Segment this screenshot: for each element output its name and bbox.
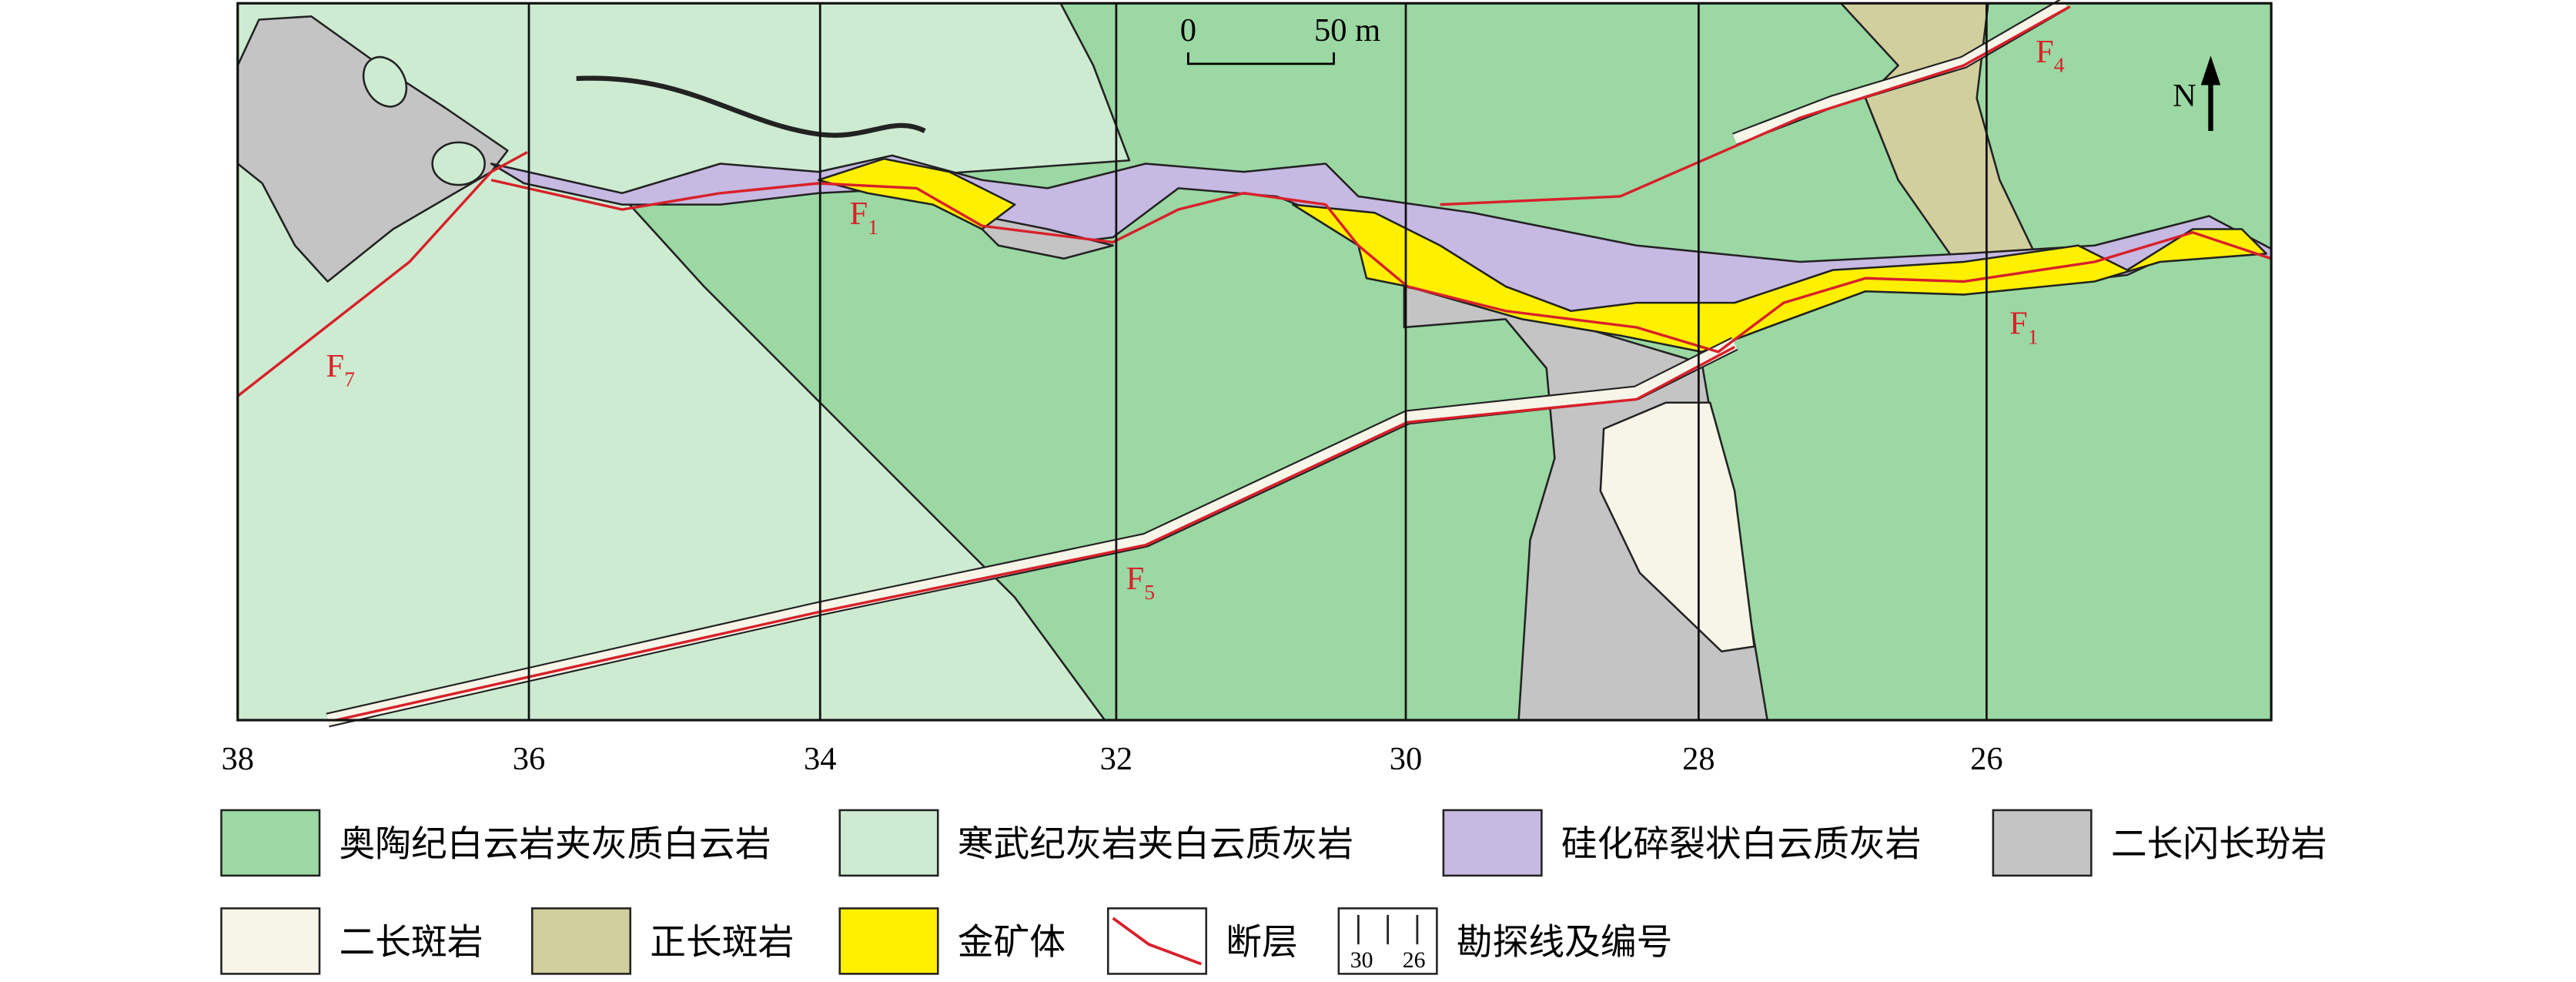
legend-label: 正长斑岩 — [650, 923, 794, 963]
line-number: 34 — [804, 741, 837, 777]
fault-subscript: 5 — [1144, 580, 1155, 604]
legend-label: 断层 — [1226, 923, 1298, 963]
fault-label: F1 — [850, 196, 878, 239]
fault-letter: F — [2036, 34, 2054, 70]
fault-subscript: 1 — [868, 215, 878, 239]
line-number: 26 — [1970, 741, 2003, 777]
diorite-porphyrite — [965, 211, 1114, 260]
legend-label: 奥陶纪白云岩夹灰质白云岩 — [340, 824, 771, 864]
legend-label: 寒武纪灰岩夹白云质灰岩 — [958, 824, 1353, 864]
north-label: N — [2173, 78, 2196, 114]
legend-icon-number: 30 — [1350, 947, 1373, 973]
fault-subscript: 7 — [344, 367, 355, 391]
legend-swatch — [838, 809, 939, 877]
legend-fault-line — [1112, 917, 1203, 966]
fault-f7 — [236, 151, 528, 397]
fault-label: F5 — [1126, 561, 1155, 604]
legend-swatch — [1442, 809, 1543, 877]
legend-label: 二长闪长玢岩 — [2111, 824, 2327, 864]
map-frame — [236, 2, 2273, 722]
line-number: 30 — [1390, 741, 1423, 777]
monzonite-porphyry — [1599, 401, 1755, 653]
line-number: 32 — [1100, 741, 1133, 777]
gold-orebody — [817, 157, 1016, 230]
fault-label: F1 — [2009, 306, 2038, 349]
legend-icon-number: 26 — [1403, 947, 1426, 973]
fault-f4 — [1440, 5, 2071, 206]
line-number: 38 — [222, 741, 255, 777]
legend-swatch — [220, 809, 321, 877]
dike — [326, 338, 1738, 726]
fault-letter: F — [326, 348, 345, 384]
fault-f1 — [490, 179, 2272, 354]
fault-label: F7 — [326, 348, 356, 391]
legend-swatch — [220, 907, 321, 975]
scale-start: 0 — [1180, 12, 1196, 49]
fault-letter: F — [2009, 306, 2028, 342]
legend-label: 二长斑岩 — [340, 923, 483, 963]
legend-label: 硅化碎裂状白云质灰岩 — [1561, 824, 1922, 864]
line-number: 36 — [513, 741, 546, 777]
dike — [576, 75, 926, 138]
fault-subscript: 1 — [2028, 324, 2039, 348]
fault-letter: F — [850, 196, 868, 232]
legend-swatch — [1992, 809, 2093, 877]
line-number: 28 — [1682, 741, 1715, 777]
island — [362, 55, 408, 108]
fault-f5 — [335, 346, 1735, 722]
scale-bar — [1186, 52, 1335, 65]
fault-letter: F — [1126, 561, 1145, 597]
scale-end: 50 m — [1314, 12, 1380, 49]
legend-label: 勘探线及编号 — [1457, 923, 1673, 963]
island — [431, 141, 486, 186]
legend-label: 金矿体 — [958, 923, 1066, 963]
legend-icon — [1106, 907, 1208, 975]
legend-swatch — [530, 907, 632, 975]
dike — [1732, 0, 2068, 144]
fault-subscript: 4 — [2054, 53, 2065, 77]
north-arrowhead — [2200, 55, 2221, 85]
legend-swatch — [838, 907, 939, 975]
fault-label: F4 — [2036, 34, 2065, 77]
